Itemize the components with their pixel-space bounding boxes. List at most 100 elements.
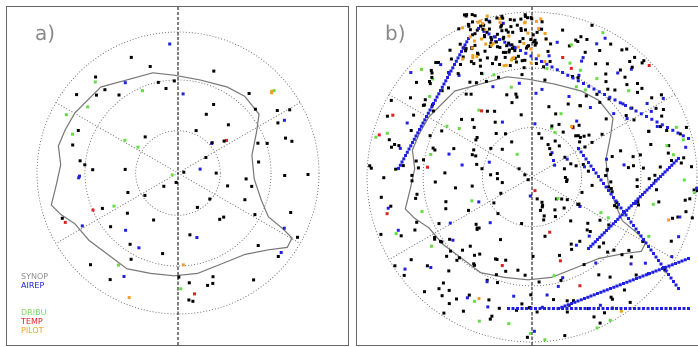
observation-marker <box>276 121 280 125</box>
aircraft-track-marker <box>437 92 441 96</box>
aircraft-track-marker <box>565 307 569 310</box>
observation-marker <box>628 300 632 304</box>
observation-marker <box>187 281 191 285</box>
observation-marker <box>574 164 578 168</box>
aircraft-track-marker <box>614 220 617 223</box>
observation-marker <box>423 290 426 294</box>
observation-marker <box>578 140 582 144</box>
observation-marker <box>529 38 533 42</box>
observation-marker <box>633 55 637 59</box>
observation-marker <box>665 144 669 148</box>
aircraft-track-marker <box>627 217 630 220</box>
aircraft-track-marker <box>655 120 659 124</box>
observation-marker <box>690 165 693 169</box>
observation-marker <box>428 82 432 86</box>
observation-marker <box>475 55 479 59</box>
aircraft-track-marker <box>498 38 501 41</box>
aircraft-track-marker <box>612 285 616 289</box>
aircraft-track-marker <box>444 79 448 83</box>
aircraft-track-marker <box>592 307 596 310</box>
aircraft-track-marker <box>534 57 538 61</box>
aircraft-track-marker <box>633 307 636 310</box>
observation-marker <box>125 211 129 215</box>
observation-marker <box>78 174 81 178</box>
observation-marker <box>674 125 678 129</box>
observation-marker <box>276 255 280 258</box>
observation-marker <box>502 35 506 39</box>
observation-marker <box>540 205 544 209</box>
observation-marker <box>595 77 599 81</box>
aircraft-track-marker <box>657 268 661 272</box>
observation-marker <box>569 66 573 70</box>
observation-marker <box>645 102 649 105</box>
observation-marker <box>553 139 557 143</box>
observation-marker <box>479 24 483 28</box>
observation-marker <box>620 48 624 52</box>
observation-marker <box>520 73 524 77</box>
aircraft-track-marker <box>654 269 658 273</box>
observation-marker <box>519 27 523 31</box>
observation-marker <box>447 288 451 292</box>
observation-marker <box>550 124 554 128</box>
observation-marker <box>478 19 482 23</box>
aircraft-track-marker <box>576 79 580 83</box>
aircraft-track-marker <box>618 215 622 219</box>
aircraft-track-marker <box>673 307 677 310</box>
observation-marker <box>473 14 477 18</box>
observation-marker <box>587 234 591 238</box>
polar-map-b <box>366 7 698 345</box>
observation-marker <box>71 143 75 147</box>
observation-marker <box>141 89 144 93</box>
aircraft-track-marker <box>615 284 619 288</box>
observation-marker <box>590 140 594 144</box>
aircraft-track-marker <box>439 89 442 92</box>
observation-marker <box>434 61 438 64</box>
aircraft-track-marker <box>421 121 425 125</box>
aircraft-track-marker <box>418 128 421 131</box>
aircraft-track-marker <box>597 175 600 178</box>
observation-marker <box>428 80 431 83</box>
observation-marker <box>693 191 696 194</box>
observation-marker <box>83 163 87 167</box>
aircraft-track-marker <box>540 60 543 63</box>
observation-marker <box>426 165 429 169</box>
observation-marker <box>474 138 478 142</box>
aircraft-track-marker <box>456 56 460 60</box>
observation-marker <box>211 275 215 279</box>
observation-marker <box>129 55 133 59</box>
observation-marker <box>585 228 589 232</box>
aircraft-track-marker <box>602 182 605 185</box>
aircraft-track-marker <box>563 304 567 308</box>
aircraft-track-marker <box>534 307 537 310</box>
observation-marker <box>433 237 437 241</box>
aircraft-track-marker <box>570 302 573 305</box>
observation-marker <box>496 177 499 181</box>
observation-marker <box>491 41 495 45</box>
observation-marker <box>598 321 602 325</box>
observation-marker <box>492 201 496 205</box>
observation-marker <box>396 228 400 232</box>
observation-marker <box>599 211 603 215</box>
observation-marker <box>476 51 479 55</box>
observation-marker <box>483 35 487 39</box>
observation-marker <box>76 129 80 132</box>
observation-marker <box>100 206 104 210</box>
observation-marker <box>210 141 214 145</box>
observation-marker <box>440 294 444 298</box>
observation-marker <box>63 220 67 224</box>
aircraft-track-marker <box>601 307 605 310</box>
antarctica-coastline <box>404 76 647 281</box>
observation-marker <box>444 200 448 204</box>
observation-marker <box>495 45 499 49</box>
observation-marker <box>530 17 534 21</box>
observation-marker <box>565 310 569 314</box>
observation-marker <box>592 315 596 319</box>
panel-b-label: b) <box>385 21 406 45</box>
observation-marker <box>515 152 519 156</box>
observation-marker <box>137 246 141 250</box>
observation-marker <box>671 153 675 157</box>
observation-marker <box>583 145 587 149</box>
aircraft-track-marker <box>508 43 512 47</box>
observation-marker <box>565 198 569 202</box>
observation-marker <box>471 54 475 58</box>
